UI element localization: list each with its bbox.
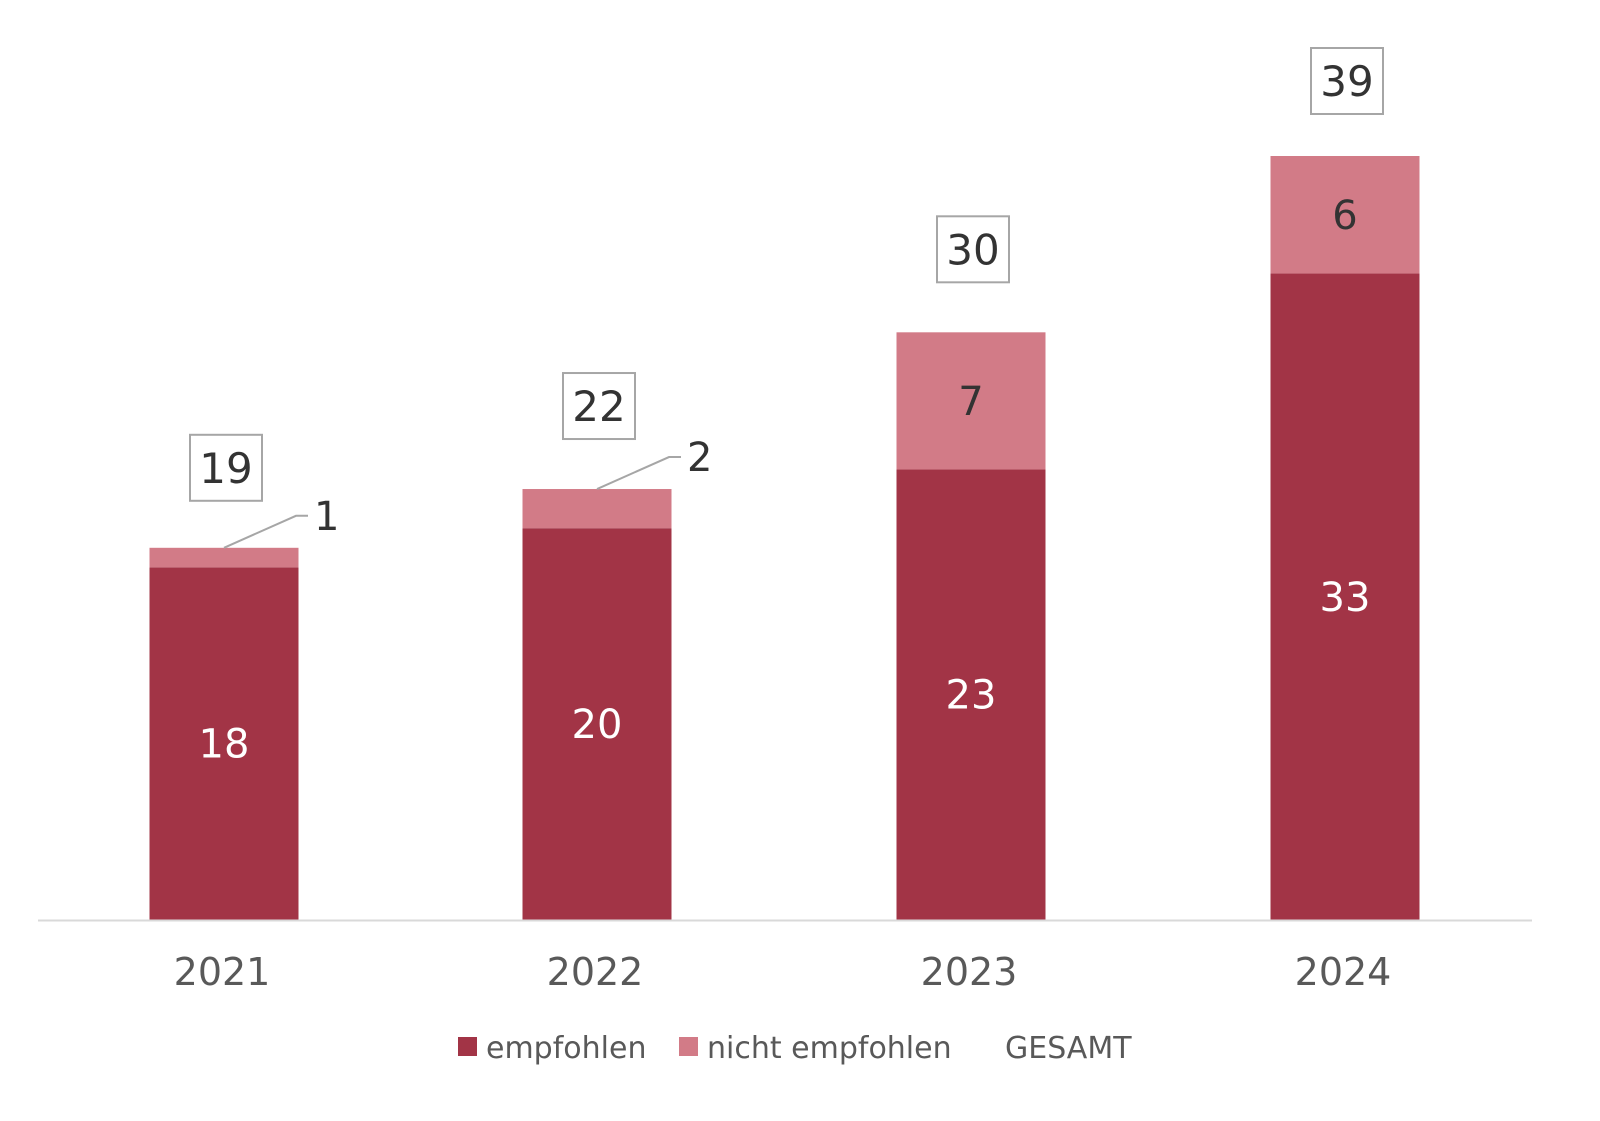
total-box-2021 [189, 433, 263, 502]
bar-segment-2024-nicht-empfohlen [1270, 156, 1420, 274]
total-label-2021: 19 [199, 444, 252, 493]
bar-segment-2021-nicht-empfohlen [149, 547, 299, 568]
total-box-2022 [562, 372, 636, 441]
total-label-2024: 39 [1320, 57, 1373, 106]
data-label-2022-empfohlen: 20 [572, 702, 623, 748]
bar-segment-2024-empfohlen [1270, 273, 1420, 920]
leader-line-2022 [596, 456, 681, 490]
bar-segment-2021-empfohlen [149, 567, 299, 920]
leader-line-2021 [223, 514, 308, 549]
total-labels-layer: 19 22 30 39 [189, 47, 1384, 502]
data-label-2021-empfohlen: 18 [199, 722, 250, 768]
data-label-2023-empfohlen: 23 [946, 673, 997, 719]
legend-label-gesamt: GESAMT [1005, 1031, 1132, 1066]
total-label-2022: 22 [572, 382, 625, 431]
bars-layer [149, 156, 1420, 920]
x-tick-label-2021: 2021 [174, 950, 271, 994]
legend: empfohlen nicht empfohlen GESAMT [458, 1031, 1132, 1066]
bar-segment-2022-empfohlen [522, 528, 672, 920]
legend-swatch-nicht-empfohlen [679, 1037, 698, 1056]
data-label-2024-nicht-empfohlen: 6 [1332, 193, 1357, 239]
total-box-2024 [1310, 47, 1384, 115]
legend-label-nicht-empfohlen: nicht empfohlen [707, 1031, 952, 1066]
x-tick-label-2024: 2024 [1295, 950, 1392, 994]
segment-labels-layer: 18 1 20 2 23 7 33 6 [199, 193, 1371, 768]
bar-segment-2023-nicht-empfohlen [896, 332, 1046, 470]
bar-segment-2022-nicht-empfohlen [522, 489, 672, 529]
data-label-2023-nicht-empfohlen: 7 [958, 379, 983, 425]
data-label-2024-empfohlen: 33 [1320, 575, 1371, 621]
x-tick-label-2023: 2023 [921, 950, 1018, 994]
x-tick-labels-layer: 2021 2022 2023 2024 [174, 950, 1392, 994]
bar-segment-2023-empfohlen [896, 469, 1046, 920]
legend-label-empfohlen: empfohlen [486, 1031, 646, 1066]
x-tick-label-2022: 2022 [547, 950, 644, 994]
data-label-2022-nicht-empfohlen: 2 [687, 435, 712, 481]
legend-swatch-empfohlen [458, 1037, 477, 1056]
total-label-2023: 30 [946, 225, 999, 274]
total-box-2023 [936, 215, 1010, 284]
data-label-2021-nicht-empfohlen: 1 [314, 494, 339, 540]
